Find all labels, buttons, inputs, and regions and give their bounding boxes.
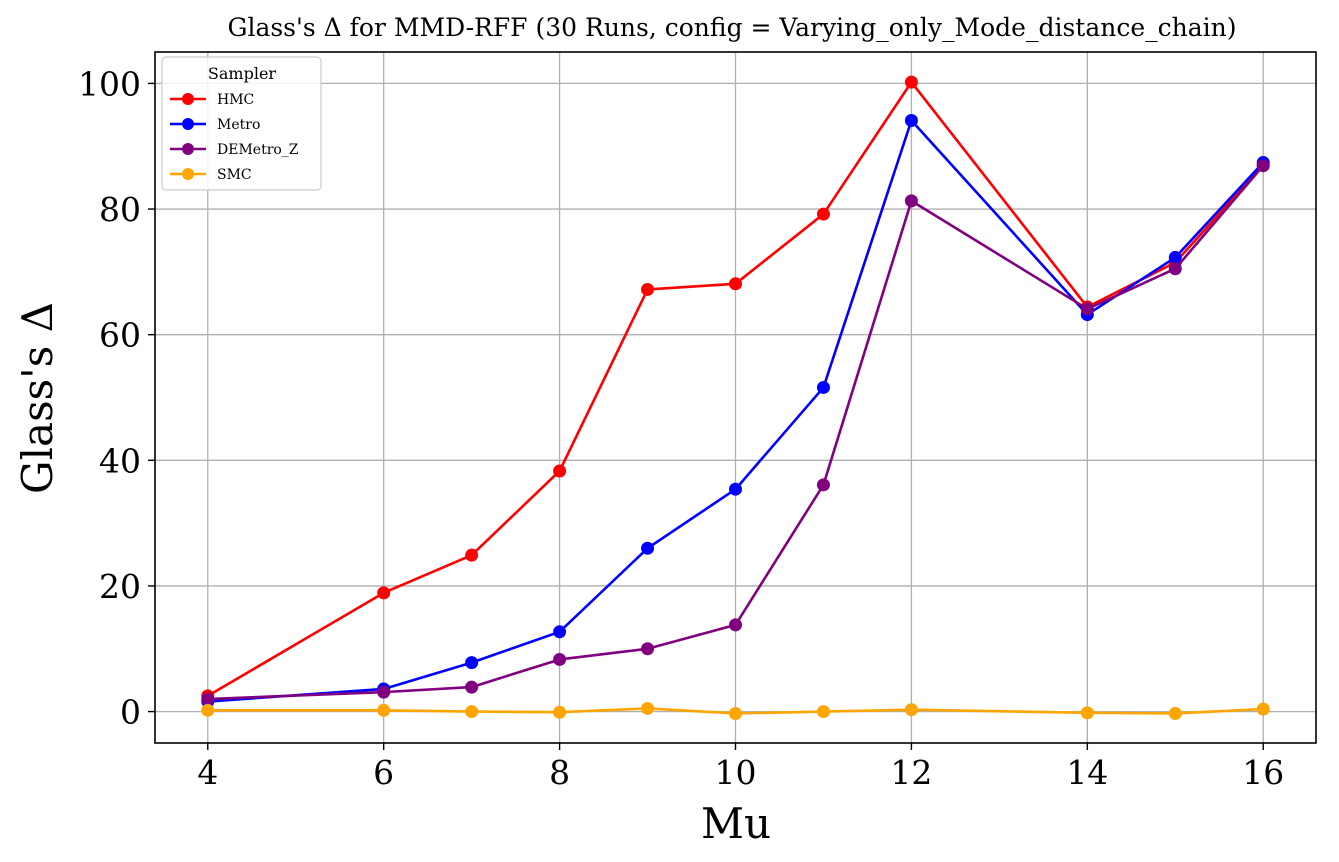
data-point bbox=[729, 618, 742, 632]
data-point bbox=[641, 701, 655, 715]
y-tick-label: 20 bbox=[99, 567, 141, 606]
x-tick-label: 14 bbox=[1066, 753, 1108, 792]
legend-entry: SMC bbox=[170, 167, 252, 183]
legend-marker bbox=[182, 93, 194, 105]
data-point bbox=[729, 706, 742, 720]
data-point bbox=[816, 705, 830, 719]
data-point bbox=[465, 680, 479, 694]
data-point bbox=[816, 380, 830, 394]
data-point bbox=[553, 652, 567, 666]
x-tick-label: 16 bbox=[1242, 753, 1284, 792]
chart-title: Glass's Δ for MMD-RFF (30 Runs, config =… bbox=[227, 13, 1236, 42]
legend: Sampler HMC Metro DEMetro_Z SMC bbox=[161, 56, 322, 191]
data-point bbox=[377, 586, 391, 600]
legend-entry: HMC bbox=[170, 92, 254, 108]
data-point bbox=[201, 692, 215, 706]
y-tick-label: 100 bbox=[78, 64, 141, 103]
data-point bbox=[904, 113, 918, 127]
data-point bbox=[377, 703, 391, 717]
data-point bbox=[553, 464, 567, 478]
legend-label: HMC bbox=[217, 92, 254, 108]
data-point bbox=[1256, 159, 1270, 173]
series-layer bbox=[201, 75, 1270, 720]
legend-entry: DEMetro_Z bbox=[170, 142, 299, 158]
data-point bbox=[201, 703, 215, 717]
ticks: 4 6 8 10 12 14 16 0 20 40 60 80 100 bbox=[78, 64, 1284, 792]
grid bbox=[155, 52, 1316, 743]
data-point bbox=[1168, 250, 1182, 264]
y-tick-label: 40 bbox=[99, 441, 141, 480]
data-point bbox=[816, 478, 830, 492]
legend-label: Metro bbox=[217, 117, 260, 133]
data-point bbox=[553, 625, 567, 639]
data-point bbox=[904, 75, 918, 89]
data-point bbox=[641, 642, 655, 656]
x-axis-label: Mu bbox=[701, 799, 771, 848]
data-point bbox=[465, 705, 479, 719]
legend-label: SMC bbox=[217, 167, 252, 183]
x-tick-label: 12 bbox=[890, 753, 932, 792]
legend-marker bbox=[182, 118, 194, 130]
data-point bbox=[729, 482, 742, 496]
data-point bbox=[465, 656, 479, 670]
x-tick-label: 6 bbox=[373, 753, 394, 792]
y-tick-label: 80 bbox=[99, 190, 141, 229]
y-tick-label: 0 bbox=[120, 693, 141, 732]
data-point bbox=[729, 277, 742, 291]
x-tick-label: 8 bbox=[549, 753, 570, 792]
data-point bbox=[641, 282, 655, 296]
legend-items: HMC Metro DEMetro_Z SMC bbox=[170, 92, 299, 183]
data-point bbox=[641, 541, 655, 555]
legend-frame bbox=[161, 56, 322, 191]
series-smc bbox=[201, 701, 1270, 720]
data-point bbox=[816, 207, 830, 221]
y-axis-label: Glass's Δ bbox=[13, 302, 62, 494]
data-point bbox=[1256, 702, 1270, 716]
series-demetro-z bbox=[201, 159, 1270, 706]
legend-marker bbox=[182, 168, 194, 180]
data-point bbox=[1168, 706, 1182, 720]
y-tick-label: 60 bbox=[99, 316, 141, 355]
data-point bbox=[1080, 302, 1094, 316]
data-point bbox=[377, 685, 391, 699]
legend-marker bbox=[182, 143, 194, 155]
data-point bbox=[553, 705, 567, 719]
data-point bbox=[904, 194, 918, 208]
x-tick-label: 4 bbox=[197, 753, 218, 792]
legend-entry: Metro bbox=[170, 117, 260, 133]
data-point bbox=[1080, 706, 1094, 720]
x-tick-label: 10 bbox=[715, 753, 757, 792]
legend-title: Sampler bbox=[208, 64, 277, 83]
legend-label: DEMetro_Z bbox=[217, 142, 299, 158]
data-point bbox=[1168, 262, 1182, 276]
data-point bbox=[465, 548, 479, 562]
data-point bbox=[904, 703, 918, 717]
